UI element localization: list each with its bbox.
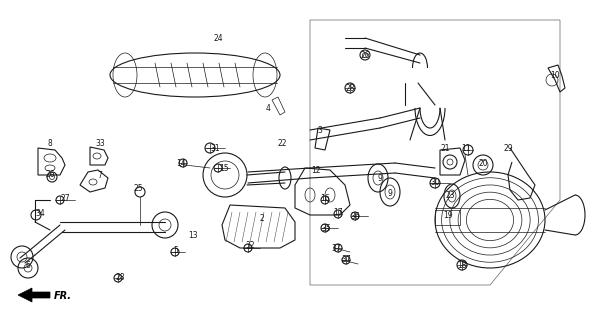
Text: 36: 36 [350,212,360,220]
Text: 28: 28 [115,274,125,283]
Text: 30: 30 [430,178,440,187]
Text: 24: 24 [213,34,223,43]
Text: 25: 25 [133,183,143,193]
Text: 4: 4 [266,103,270,113]
Text: 32: 32 [245,241,255,250]
Text: 7: 7 [97,171,102,180]
Text: 6: 6 [26,260,31,269]
Text: 29: 29 [503,143,513,153]
Text: 9: 9 [388,188,392,197]
Bar [435,210,460,225]
Text: 9: 9 [377,173,382,182]
Text: 31: 31 [210,143,220,153]
Text: 14: 14 [176,158,186,167]
Text: 19: 19 [443,211,453,220]
Text: 8: 8 [47,139,52,148]
Text: 37: 37 [331,244,341,252]
Text: 10: 10 [550,70,560,79]
Text: 35: 35 [321,223,331,233]
Text: FR.: FR. [54,291,72,301]
Text: 37: 37 [341,255,351,265]
Text: 33: 33 [95,139,105,148]
Text: 28: 28 [345,84,355,92]
Text: 11: 11 [461,143,471,153]
Text: 15: 15 [219,164,229,172]
Text: 17: 17 [333,207,343,217]
Text: 26: 26 [45,170,55,179]
Text: 12: 12 [311,165,321,174]
Text: 3: 3 [317,125,323,134]
Text: 20: 20 [478,158,488,167]
Text: 18: 18 [457,260,467,269]
Text: 22: 22 [277,139,287,148]
Text: 21: 21 [441,143,450,153]
Text: 23: 23 [445,190,455,199]
Text: 2: 2 [260,213,264,222]
Text: 5: 5 [174,245,178,254]
Text: 27: 27 [60,194,70,203]
Text: 34: 34 [35,209,45,218]
Polygon shape [18,288,50,302]
Text: 13: 13 [188,230,198,239]
Text: 26: 26 [360,51,370,60]
Text: 16: 16 [320,194,330,203]
